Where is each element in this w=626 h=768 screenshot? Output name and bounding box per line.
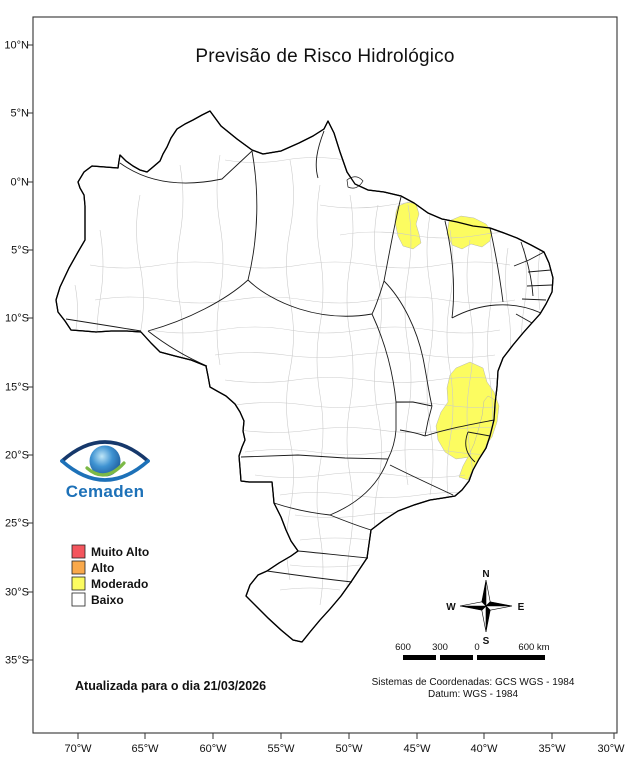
lat-tick-label: 5°S xyxy=(11,245,29,257)
lon-tick-label: 50°W xyxy=(335,743,363,755)
lon-tick-label: 40°W xyxy=(470,743,498,755)
lat-tick-label: 0°N xyxy=(11,177,30,189)
lon-tick-label: 60°W xyxy=(199,743,227,755)
legend-label: Moderado xyxy=(91,577,148,591)
compass-e-label: E xyxy=(518,602,525,613)
lon-tick-label: 65°W xyxy=(131,743,159,755)
crs-line: Sistemas de Coordenadas: GCS WGS - 1984 xyxy=(372,677,575,688)
legend-swatch-alto xyxy=(71,560,86,575)
logo-eye-upper-arc xyxy=(60,440,150,463)
legend-label: Baixo xyxy=(91,593,124,607)
lon-tick-label: 35°W xyxy=(538,743,566,755)
legend-label: Alto xyxy=(91,561,114,575)
legend-item-moderado: Moderado xyxy=(71,576,148,591)
brazil-map xyxy=(55,110,554,643)
legend-item-alto: Alto xyxy=(71,560,114,575)
lat-tick-label: 35°S xyxy=(5,655,29,667)
longitude-axis: 70°W 65°W 60°W 55°W 50°W 45°W 40°W 35°W … xyxy=(64,743,625,755)
compass-w-label: W xyxy=(446,602,456,613)
datum-line: Datum: WGS - 1984 xyxy=(428,689,518,700)
lat-tick-label: 25°S xyxy=(5,518,29,530)
legend-item-muito-alto: Muito Alto xyxy=(71,544,149,559)
logo-wordmark: Cemaden xyxy=(66,482,145,501)
legend-swatch-moderado xyxy=(71,576,86,591)
compass-n-label: N xyxy=(482,569,489,580)
scale-bar: 600 300 0 600 km xyxy=(395,642,550,660)
update-date-note: Atualizada para o dia 21/03/2026 xyxy=(75,679,266,693)
logo-eye-lower-arc xyxy=(60,459,150,482)
legend-label: Muito Alto xyxy=(91,545,149,559)
legend-item-baixo: Baixo xyxy=(71,592,124,607)
scale-label: 0 xyxy=(474,642,479,653)
lat-tick-label: 30°S xyxy=(5,587,29,599)
map-frame xyxy=(32,16,618,734)
lat-tick-label: 15°S xyxy=(5,382,29,394)
logo-green-swoosh xyxy=(85,461,126,477)
compass-rose: N S E W xyxy=(446,569,524,647)
coordinate-system-note: Sistemas de Coordenadas: GCS WGS - 1984 … xyxy=(372,677,575,700)
scale-label: 600 km xyxy=(518,642,549,653)
cemaden-logo: Cemaden xyxy=(60,440,150,501)
lat-tick-label: 10°S xyxy=(5,313,29,325)
axis-tick-marks xyxy=(27,44,615,739)
risk-region-moderado-north-east xyxy=(446,215,493,250)
lon-tick-label: 45°W xyxy=(403,743,431,755)
lon-tick-label: 30°W xyxy=(597,743,625,755)
scale-label: 300 xyxy=(432,642,448,653)
compass-s-label: S xyxy=(483,636,490,647)
page-title: Previsão de Risco Hidrológico xyxy=(195,46,454,67)
lat-tick-label: 10°N xyxy=(4,40,29,52)
lon-tick-label: 70°W xyxy=(64,743,92,755)
lon-tick-label: 55°W xyxy=(267,743,295,755)
lat-tick-label: 20°S xyxy=(5,450,29,462)
municipality-boundaries xyxy=(72,154,551,616)
logo-eye-iris xyxy=(89,445,121,477)
state-boundaries xyxy=(65,130,553,583)
scale-label: 600 xyxy=(395,642,411,653)
risk-legend: Muito Alto Alto Moderado Baixo xyxy=(71,544,149,607)
compass-star-icon xyxy=(459,579,513,633)
legend-swatch-muito-alto xyxy=(71,544,86,559)
scale-bar-blocks xyxy=(403,655,545,660)
legend-swatch-baixo xyxy=(71,592,86,607)
lat-tick-label: 5°N xyxy=(11,108,30,120)
latitude-axis: 10°N 5°N 0°N 5°S 10°S 15°S 20°S 25°S 30°… xyxy=(4,40,29,667)
